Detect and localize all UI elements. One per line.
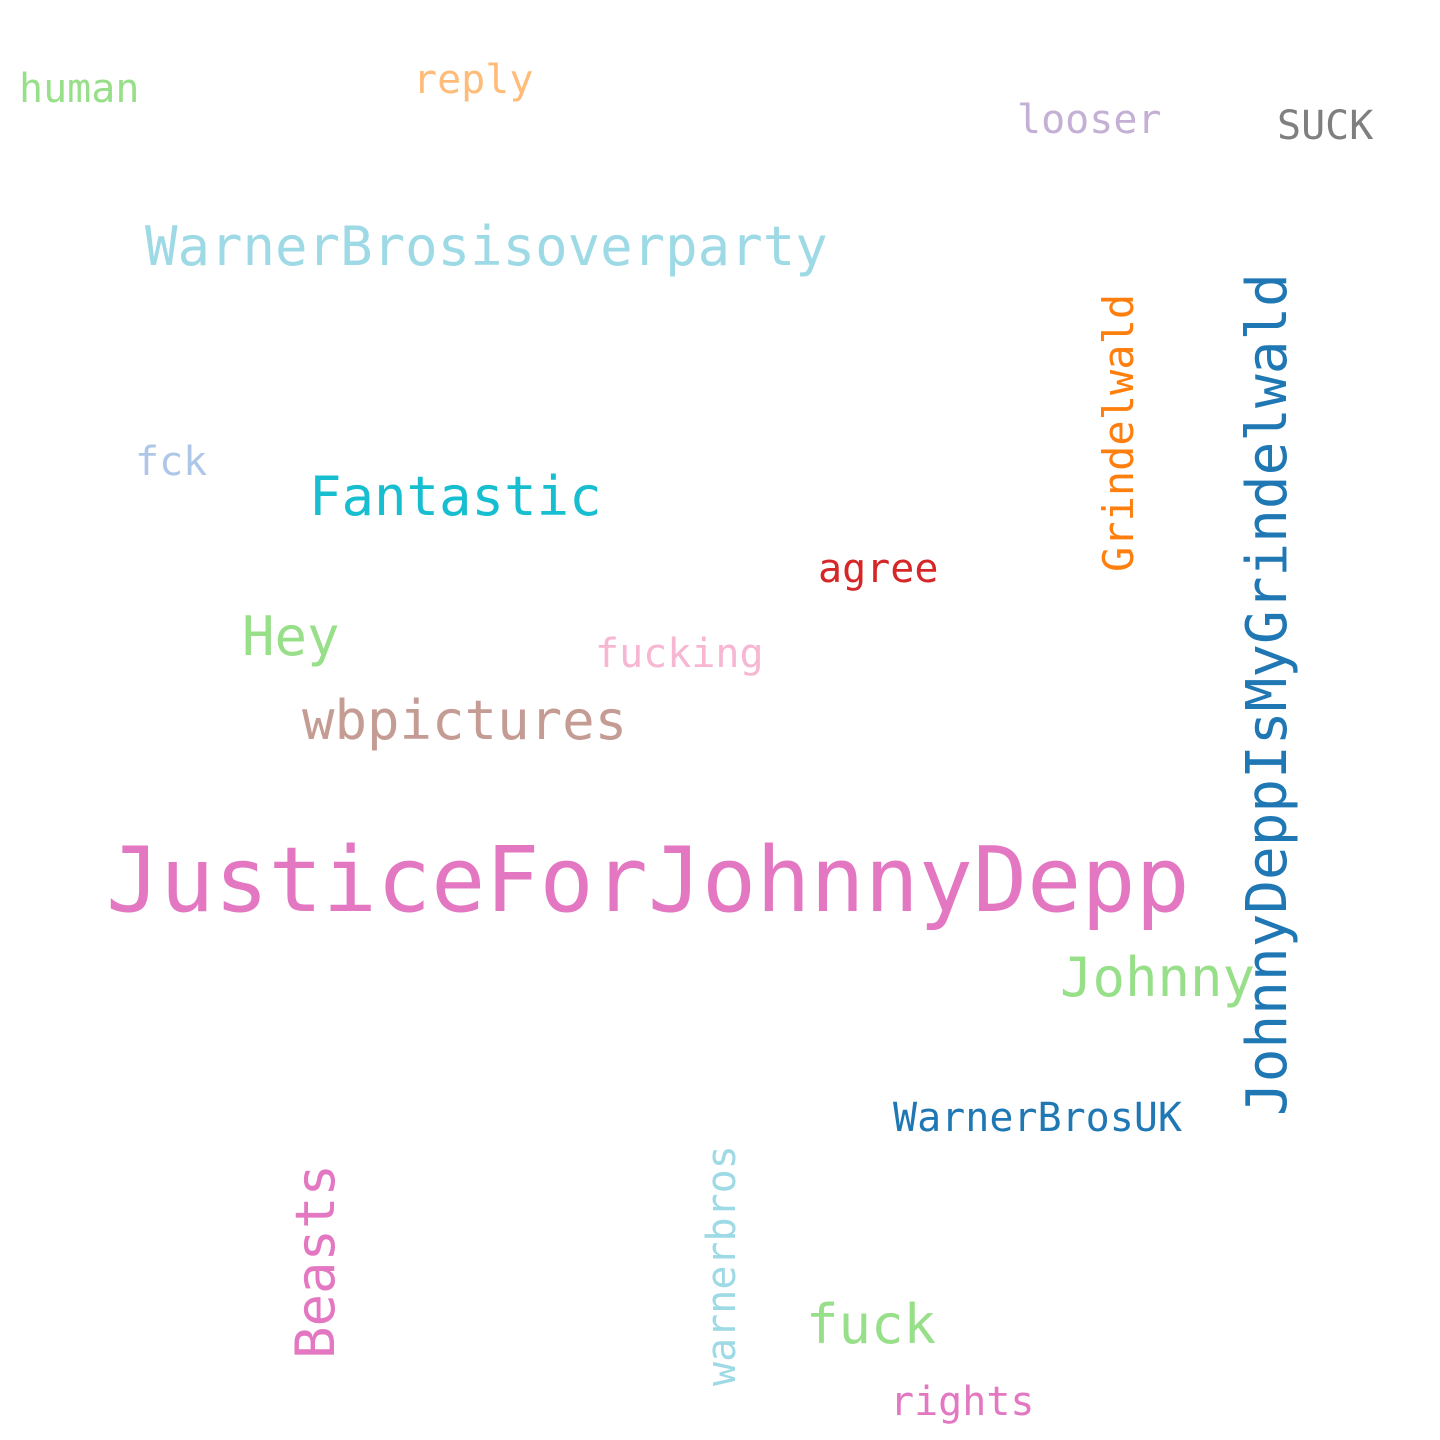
word-warnerbros: warnerbros bbox=[699, 1145, 745, 1386]
word-fck: fck bbox=[135, 439, 208, 485]
word-reply: reply bbox=[413, 57, 534, 103]
word-beasts: Beasts bbox=[284, 1163, 347, 1359]
word-johnny: Johnny bbox=[1060, 946, 1256, 1009]
word-fantastic: Fantastic bbox=[309, 465, 602, 528]
word-wbpictures: wbpictures bbox=[302, 689, 628, 752]
word-grindelwald: Grindelwald bbox=[1094, 293, 1143, 572]
word-warnerbrosuk: WarnerBrosUK bbox=[893, 1095, 1182, 1141]
word-justicefor-johnnydepp: JusticeForJohnnyDepp bbox=[106, 828, 1190, 933]
word-warnerbrosisoverparty: WarnerBrosisoverparty bbox=[145, 215, 828, 278]
word-agree: agree bbox=[818, 546, 939, 592]
word-rights: rights bbox=[890, 1379, 1035, 1425]
word-fucking: fucking bbox=[595, 631, 764, 677]
word-fuck: fuck bbox=[806, 1293, 937, 1356]
word-suck: SUCK bbox=[1277, 103, 1374, 149]
word-hey: Hey bbox=[242, 605, 340, 668]
word-looser: looser bbox=[1017, 97, 1162, 143]
word-human: human bbox=[19, 66, 140, 112]
